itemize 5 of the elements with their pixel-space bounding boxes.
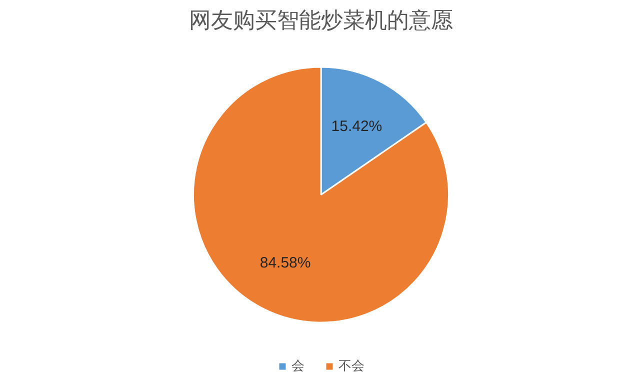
data-label: 84.58% bbox=[260, 254, 311, 272]
chart-title: 网友购买智能炒菜机的意愿 bbox=[189, 8, 453, 32]
legend-label: 不会 bbox=[338, 357, 364, 375]
legend-label: 会 bbox=[292, 357, 306, 375]
data-label: 15.42% bbox=[331, 118, 382, 135]
